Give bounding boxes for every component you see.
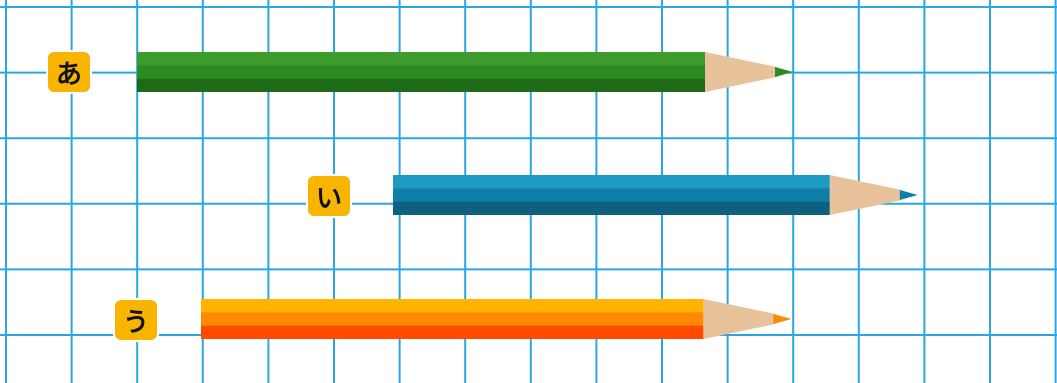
pencil-a-wood (705, 52, 777, 92)
pencil-i-body-mid (393, 188, 830, 203)
pencil-a-lead (775, 67, 793, 77)
pencil-u-body-top (201, 299, 704, 314)
pencil-u-body-mid (201, 312, 704, 327)
pencil-u-body-bottom (201, 325, 704, 339)
pencil-u-lead (773, 314, 792, 324)
pencil-a-body-top (137, 52, 705, 67)
pencil-a-body-mid (137, 65, 705, 80)
pencils-group (137, 52, 918, 339)
pencil-u-label: う (113, 298, 159, 342)
pencil-i-body-bottom (393, 201, 830, 215)
pencil-i-label: い (306, 174, 352, 218)
pencil-a (137, 52, 793, 92)
pencil-i-wood (829, 175, 902, 215)
pencil-i (393, 175, 918, 215)
pencil-u (201, 299, 792, 339)
pencil-u-wood (703, 299, 776, 339)
pencil-i-body-top (393, 175, 830, 190)
pencil-a-label: あ (46, 50, 92, 94)
pencil-i-lead (899, 190, 918, 200)
pencil-a-body-bottom (137, 78, 705, 92)
